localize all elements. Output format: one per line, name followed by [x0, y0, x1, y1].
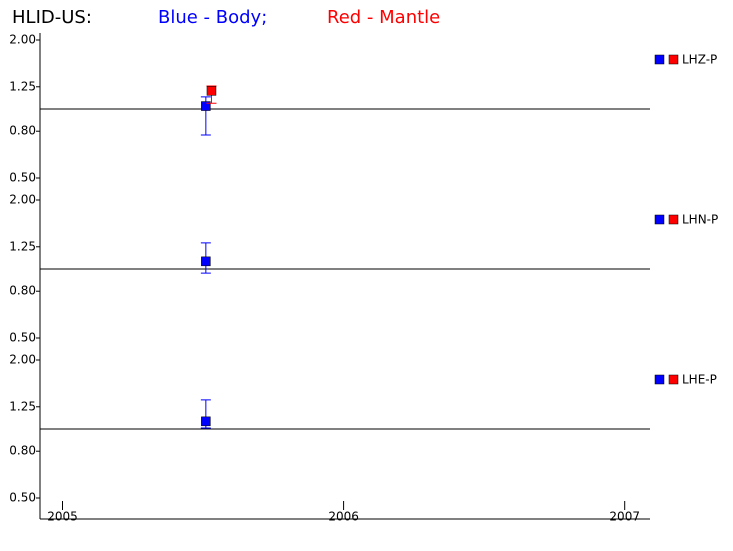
title-station: HLID-US:: [12, 7, 92, 28]
legend-label: LHN-P: [682, 213, 718, 227]
legend-label: LHE-P: [682, 373, 717, 387]
legend-swatch: [654, 374, 665, 385]
y-tick-label: 0.80: [9, 284, 36, 298]
y-tick-label: 0.50: [9, 171, 36, 185]
legend-swatch: [668, 374, 679, 385]
y-tick-label: 0.50: [9, 491, 36, 505]
x-tick-label: 2005: [47, 510, 78, 524]
title-body: Blue - Body;: [158, 7, 267, 28]
marker: [201, 256, 211, 267]
y-tick-label: 1.25: [9, 79, 36, 93]
marker: [201, 416, 211, 427]
legend-swatch: [654, 214, 665, 225]
legend-label: LHZ-P: [682, 53, 717, 67]
legend-swatch: [668, 214, 679, 225]
y-tick-label: 0.80: [9, 124, 36, 138]
legend-swatch: [654, 54, 665, 65]
y-tick-label: 1.25: [9, 239, 36, 253]
y-tick-label: 0.50: [9, 331, 36, 345]
legend-swatch: [668, 54, 679, 65]
y-tick-label: 2.00: [9, 353, 36, 367]
x-tick-label: 2007: [609, 510, 640, 524]
marker: [206, 86, 217, 96]
marker: [201, 101, 211, 111]
y-tick-label: 2.00: [9, 33, 36, 47]
x-tick-label: 2006: [328, 510, 359, 524]
title-mantle: Red - Mantle: [327, 7, 440, 28]
y-tick-label: 1.25: [9, 399, 36, 413]
y-tick-label: 2.00: [9, 193, 36, 207]
y-tick-label: 0.80: [9, 444, 36, 458]
